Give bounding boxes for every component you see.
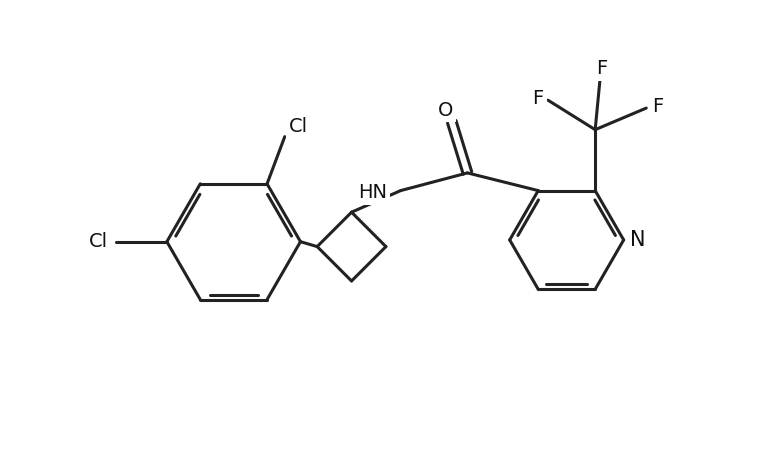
Text: F: F [652, 96, 664, 115]
Text: Cl: Cl [89, 232, 108, 251]
Text: F: F [533, 89, 544, 108]
Text: N: N [630, 230, 645, 250]
Text: F: F [597, 59, 607, 78]
Text: O: O [439, 101, 454, 120]
Text: Cl: Cl [289, 117, 308, 136]
Text: HN: HN [358, 183, 387, 202]
